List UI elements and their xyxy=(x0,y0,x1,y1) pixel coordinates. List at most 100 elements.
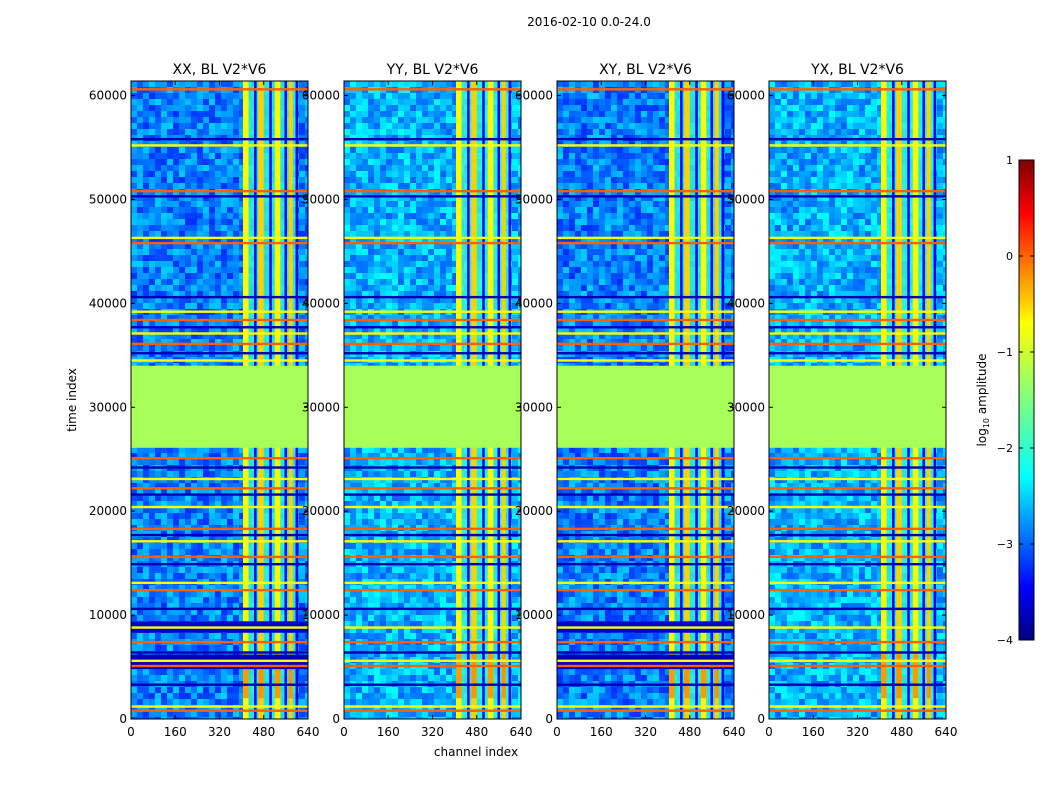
rfi-row xyxy=(131,540,308,543)
x-tick-label: 160 xyxy=(802,725,825,739)
rfi-row xyxy=(344,342,521,346)
bright-block-1 xyxy=(471,652,477,699)
rfi-row xyxy=(344,466,521,469)
rfi-row xyxy=(131,709,308,712)
rfi-row xyxy=(557,709,734,712)
x-tick-label: 480 xyxy=(252,725,275,739)
rfi-row xyxy=(344,626,521,629)
rfi-row xyxy=(131,352,308,355)
x-tick-label: 480 xyxy=(890,725,913,739)
x-tick-label: 160 xyxy=(590,725,613,739)
rfi-row xyxy=(131,477,308,481)
rfi-row xyxy=(131,310,308,313)
rfi-row xyxy=(557,705,734,708)
rfi-row xyxy=(769,709,946,712)
y-tick-label: 30000 xyxy=(89,400,127,414)
bright-block-2 xyxy=(274,652,281,699)
rfi-row xyxy=(557,683,734,686)
rfi-row xyxy=(344,505,521,509)
bright-block-1 xyxy=(684,652,690,699)
rfi-row xyxy=(344,310,521,313)
rfi-row xyxy=(769,137,946,141)
rfi-row xyxy=(557,295,734,299)
rfi-row xyxy=(769,295,946,299)
rfi-row xyxy=(557,659,734,663)
rfi-row xyxy=(557,466,734,469)
bright-block-2 xyxy=(487,652,494,699)
colorbar-tick-label: 1 xyxy=(1006,154,1013,167)
rfi-row xyxy=(557,581,734,585)
panel-1: YY, BL V2*V6 0 160 320 480 640 0 10000 20000 3000… xyxy=(302,62,533,739)
rfi-row xyxy=(557,144,734,147)
y-tick-label: 10000 xyxy=(302,608,340,622)
x-tick-label: 320 xyxy=(846,725,869,739)
rfi-row xyxy=(344,651,521,654)
colorbar-tick-label: −3 xyxy=(997,538,1013,551)
rfi-row xyxy=(131,562,308,566)
rfi-row xyxy=(344,189,521,193)
panel-2: XY, BL V2*V6 0 160 320 480 640 0 10000 20000 3000… xyxy=(515,62,746,739)
panel-0: XX, BL V2*V6 0 160 320 480 640 0 10000 20000 3000… xyxy=(89,62,320,739)
rfi-row xyxy=(131,651,308,654)
y-tick-label: 40000 xyxy=(302,296,340,310)
rfi-row xyxy=(131,581,308,585)
x-tick-label: 320 xyxy=(634,725,657,739)
rfi-row xyxy=(131,236,308,240)
rfi-row xyxy=(769,189,946,193)
rfi-row xyxy=(769,477,946,481)
rfi-row xyxy=(769,664,946,668)
rfi-row xyxy=(769,588,946,592)
y-tick-label: 40000 xyxy=(89,296,127,310)
rfi-row xyxy=(131,241,308,245)
rfi-row xyxy=(344,664,521,668)
y-tick-label: 50000 xyxy=(89,192,127,206)
y-tick-label: 30000 xyxy=(727,400,765,414)
rfi-row xyxy=(769,581,946,585)
rfi-row xyxy=(769,195,946,198)
colorbar-tick-label: 0 xyxy=(1006,250,1013,263)
rfi-row xyxy=(557,505,734,509)
y-axis-label: time index xyxy=(65,368,79,432)
y-tick-label: 50000 xyxy=(515,192,553,206)
colorbar-tick-label: −2 xyxy=(997,442,1013,455)
panel-title: YX, BL V2*V6 xyxy=(810,62,904,78)
x-tick-label: 320 xyxy=(421,725,444,739)
y-tick-label: 30000 xyxy=(515,400,553,414)
rfi-row xyxy=(131,137,308,141)
rfi-row xyxy=(769,359,946,362)
rfi-row xyxy=(769,326,946,329)
rfi-row xyxy=(769,527,946,531)
y-tick-label: 30000 xyxy=(302,400,340,414)
rfi-row xyxy=(769,352,946,355)
rfi-row xyxy=(769,466,946,469)
y-tick-label: 20000 xyxy=(727,504,765,518)
rfi-row xyxy=(344,659,521,663)
rfi-row xyxy=(557,326,734,329)
y-tick-label: 40000 xyxy=(727,296,765,310)
rfi-row xyxy=(557,477,734,481)
rfi-row xyxy=(769,705,946,708)
y-tick-label: 20000 xyxy=(515,504,553,518)
bright-block-1 xyxy=(896,652,902,699)
bright-block-2 xyxy=(700,652,707,699)
rfi-row xyxy=(769,505,946,509)
rfi-row xyxy=(131,466,308,469)
rfi-row xyxy=(557,664,734,668)
rfi-row xyxy=(557,137,734,141)
bright-block-1 xyxy=(258,652,264,699)
colorbar-tick-label: −1 xyxy=(997,346,1013,359)
x-tick-label: 640 xyxy=(297,725,320,739)
rfi-row xyxy=(557,352,734,355)
rfi-row xyxy=(344,326,521,329)
figure-suptitle: 2016-02-10 0.0-24.0 xyxy=(527,15,651,29)
rfi-row xyxy=(769,456,946,460)
rfi-row xyxy=(769,659,946,663)
rfi-row xyxy=(769,607,946,611)
rfi-row xyxy=(557,310,734,313)
y-tick-label: 0 xyxy=(545,712,553,726)
rfi-row xyxy=(769,555,946,559)
rfi-row xyxy=(131,640,308,644)
rfi-row xyxy=(131,683,308,686)
y-tick-label: 20000 xyxy=(89,504,127,518)
